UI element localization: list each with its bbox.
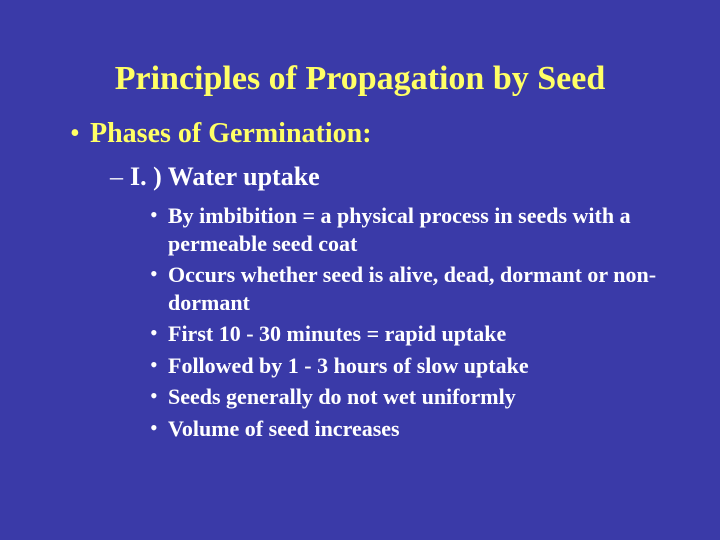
level1-text: Phases of Germination: (90, 118, 372, 150)
level3-text: First 10 - 30 minutes = rapid uptake (168, 320, 506, 348)
bullet-icon: • (150, 415, 168, 441)
level2-item: – I. ) Water uptake (110, 162, 670, 192)
slide: Principles of Propagation by Seed • Phas… (0, 0, 720, 540)
bullet-icon: • (70, 118, 90, 150)
level1-item: • Phases of Germination: (70, 118, 670, 150)
level3-text: Occurs whether seed is alive, dead, dorm… (168, 261, 670, 316)
level3-item: •Seeds generally do not wet uniformly (150, 383, 670, 411)
level3-text: Followed by 1 - 3 hours of slow uptake (168, 352, 529, 380)
slide-title: Principles of Propagation by Seed (50, 60, 670, 98)
level3-list: •By imbibition = a physical process in s… (50, 202, 670, 442)
bullet-icon: • (150, 352, 168, 378)
bullet-icon: • (150, 261, 168, 287)
level3-item: •Volume of seed increases (150, 415, 670, 443)
level3-item: •Occurs whether seed is alive, dead, dor… (150, 261, 670, 316)
bullet-icon: • (150, 383, 168, 409)
bullet-icon: • (150, 320, 168, 346)
bullet-icon: • (150, 202, 168, 228)
level3-item: •First 10 - 30 minutes = rapid uptake (150, 320, 670, 348)
level3-text: By imbibition = a physical process in se… (168, 202, 670, 257)
level3-text: Volume of seed increases (168, 415, 400, 443)
level3-item: •Followed by 1 - 3 hours of slow uptake (150, 352, 670, 380)
level3-item: •By imbibition = a physical process in s… (150, 202, 670, 257)
dash-icon: – (110, 162, 130, 192)
level3-text: Seeds generally do not wet uniformly (168, 383, 516, 411)
level2-text: I. ) Water uptake (130, 162, 320, 192)
